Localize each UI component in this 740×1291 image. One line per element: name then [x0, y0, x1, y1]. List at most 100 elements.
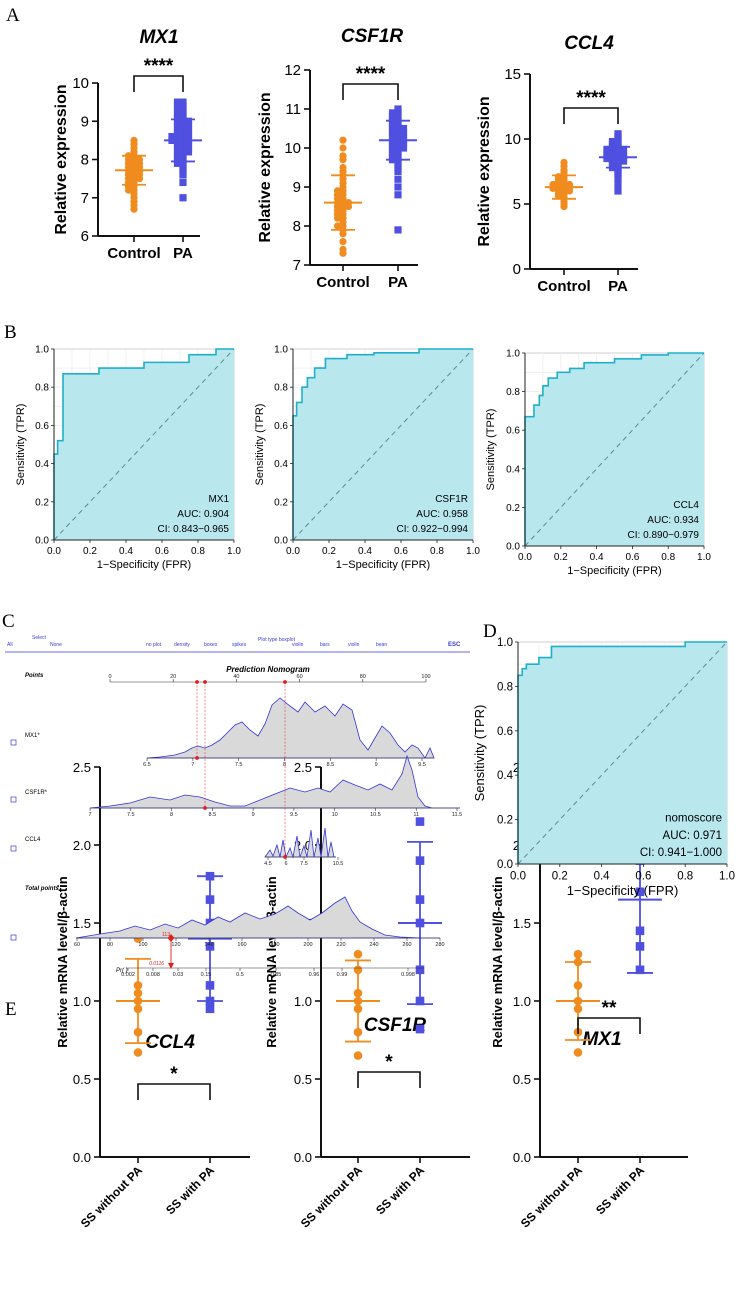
marker-arrow-pr: [168, 963, 174, 969]
nomogram-tick-label: 8.5: [327, 762, 335, 768]
data-point-pa: [173, 106, 182, 114]
data-point-pa: [388, 128, 397, 136]
data-point-pa: [608, 147, 617, 155]
roc-curve: [517, 641, 727, 864]
y-tick-label: 0.2: [506, 503, 520, 514]
data-point-pa: [619, 149, 628, 157]
data-point-pa: [394, 113, 402, 121]
points-ticks: 0 20 40 60 80 100: [108, 674, 431, 682]
marker-dot-points-2: [203, 680, 207, 684]
data-point-pa: [399, 140, 408, 148]
nomogram-tick-label: 100: [138, 942, 147, 948]
data-point-control: [333, 222, 342, 230]
data-point-pa: [394, 167, 402, 175]
data-point-pa: [173, 129, 182, 137]
nomogram-tick-label: 0: [108, 674, 111, 680]
x-tick-label: 0.2: [83, 546, 97, 557]
pr-ticks: 0.002 0.008 0.03 0.15 0.5 0.85 0.96 0.99 0.998: [121, 968, 415, 978]
y-tick-label: 0.8: [506, 387, 520, 398]
nomogram-tick-label: 10: [332, 812, 338, 818]
legend-name: CCL4: [673, 500, 699, 511]
x-tick-label: 0.2: [552, 871, 568, 883]
significance-stars: ****: [576, 88, 606, 109]
menu-select[interactable]: Select: [32, 635, 47, 641]
row-checkbox-ccl4[interactable]: [10, 845, 17, 852]
nomogram-tick-label: 0.96: [309, 972, 320, 978]
data-point-pa: [184, 144, 193, 152]
nomogram-tick-label: 0.998: [401, 972, 415, 978]
y-tick-label: 9: [293, 179, 301, 196]
y-tick-label: 7: [81, 190, 89, 207]
x-tick-label: 1.0: [466, 546, 480, 557]
data-point-pa: [614, 130, 622, 138]
y-tick-label: 9: [81, 113, 89, 130]
nomogram-tick-label: 7: [191, 762, 194, 768]
menu-item-violin-2[interactable]: violin: [348, 642, 360, 648]
menu-item-bean[interactable]: bean: [376, 642, 387, 648]
row-checkbox-mx1[interactable]: [10, 739, 17, 746]
roc-curve: [292, 348, 473, 540]
menu-item-spikes[interactable]: spikes: [232, 642, 247, 648]
data-point-pa: [394, 109, 402, 117]
menu-item-boxes[interactable]: boxes: [204, 642, 218, 648]
x-category-label: SS with PA: [163, 1163, 217, 1217]
x-tick-label: 0.0: [518, 552, 532, 563]
roc-plot-4: 0.0 0.2 0.4 0.6 0.8 1.0 0.0 0.2 0.4 0.6 0.8 1.0 1−Sp…: [254, 345, 480, 572]
data-point-control: [130, 136, 138, 144]
nomogram-tick-label: 60: [297, 674, 303, 680]
y-tick-label: 0.0: [497, 859, 513, 871]
data-point-pa: [173, 159, 182, 167]
menu-esc[interactable]: ESC: [448, 642, 461, 648]
legend-ci: CI: 0.941−1.000: [640, 847, 722, 859]
y-tick-label: 1.0: [513, 994, 531, 1009]
y-tick-label: 0.0: [274, 536, 288, 547]
menu-item-boxplot[interactable]: Plot type boxplot: [258, 637, 296, 643]
y-axis-label: Sensitivity (TPR): [472, 705, 487, 802]
data-point-pa: [179, 159, 187, 167]
total-density-curve: [75, 896, 440, 939]
data-point-pa: [388, 132, 397, 140]
diagonal-reference-line: [517, 641, 728, 865]
data-point-pa: [179, 171, 187, 179]
y-tick-label: 15: [504, 66, 521, 83]
menu-item-violin[interactable]: violin: [292, 642, 304, 648]
nomogram-tick-label: 7.5: [300, 861, 308, 867]
data-point-pa: [179, 110, 187, 118]
y-tick-label: 6: [81, 228, 89, 245]
roc-plot-6: 0.0 0.2 0.4 0.6 0.8 1.0 0.0 0.2 0.4 0.6 0.8 1.0 1−Sp…: [472, 637, 735, 898]
data-point-pa: [394, 160, 402, 168]
y-tick-label: 0.0: [513, 1150, 531, 1165]
significance-stars: ****: [144, 56, 174, 77]
total-marker-label: 113: [162, 932, 170, 938]
menu-item-density[interactable]: density: [174, 642, 190, 648]
menu-item-no-plot[interactable]: no plot: [146, 642, 162, 648]
data-point-pa: [173, 102, 182, 110]
row-checkbox-csf1r[interactable]: [10, 796, 17, 803]
y-tick-label: 0.5: [73, 1072, 91, 1087]
y-tick-label: 2.5: [73, 760, 91, 775]
row-checkbox-total[interactable]: [10, 934, 17, 941]
y-tick-label: 1.0: [73, 994, 91, 1009]
y-tick-label: 0.2: [35, 497, 49, 508]
data-point-pa: [394, 226, 402, 234]
menu-all[interactable]: All: [7, 642, 13, 648]
marker-dot-csf1r: [203, 806, 207, 810]
data-point-control: [573, 949, 583, 959]
menu-item-bars[interactable]: bars: [320, 642, 330, 648]
data-point-pa: [179, 178, 187, 187]
roc-curve: [53, 348, 234, 540]
nomogram-tick-label: 10.5: [370, 812, 381, 818]
data-point-control: [333, 187, 342, 195]
nomogram-tick-label: 20: [170, 674, 176, 680]
data-point-pa: [388, 144, 397, 152]
csf1r-density-curve: [89, 754, 460, 809]
y-tick-label: 1.5: [513, 916, 531, 931]
significance-bracket: [577, 1017, 641, 1034]
y-axis-label: Relative expression: [53, 84, 70, 234]
chart-title: CSF1R: [364, 1015, 427, 1036]
marker-dot-points-3: [283, 680, 287, 684]
x-category-label: PA: [388, 274, 408, 291]
menu-none[interactable]: None: [50, 642, 62, 648]
data-point-pa: [173, 148, 182, 156]
